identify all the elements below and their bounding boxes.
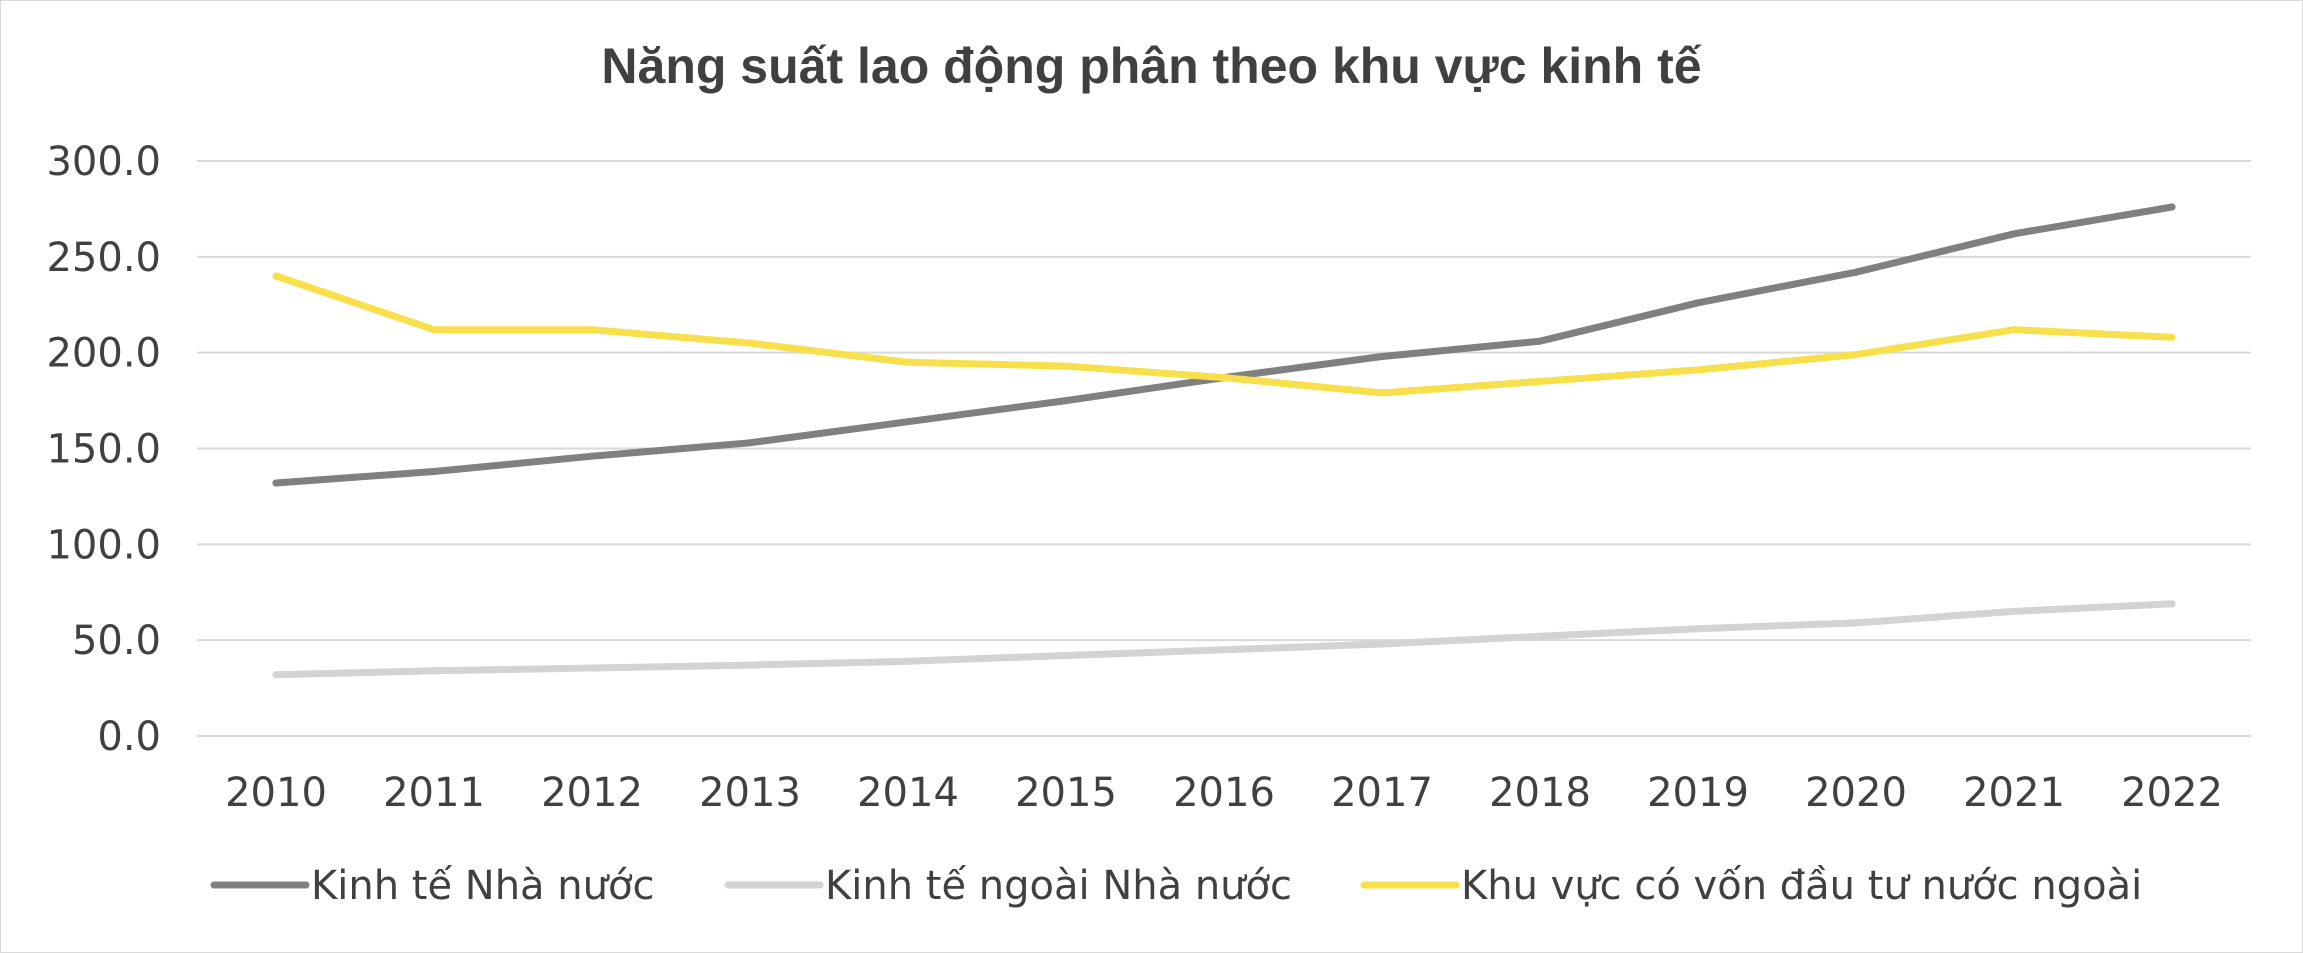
data-point xyxy=(2010,230,2018,238)
series-path xyxy=(272,203,2176,487)
data-point xyxy=(2168,600,2176,608)
data-point xyxy=(1694,299,1702,307)
data-point xyxy=(2010,326,2018,334)
legend-label: Kinh tế Nhà nước xyxy=(311,863,654,909)
data-point xyxy=(272,479,280,487)
legend-item: Kinh tế Nhà nước xyxy=(210,863,654,909)
data-point xyxy=(588,326,596,334)
data-point xyxy=(1378,640,1386,648)
series-line xyxy=(272,272,2176,397)
data-point xyxy=(1852,268,1860,276)
y-tick-label: 0.0 xyxy=(97,714,161,760)
data-point xyxy=(904,418,912,426)
data-point xyxy=(1536,632,1544,640)
data-point xyxy=(1536,377,1544,385)
data-point xyxy=(430,468,438,475)
legend-item: Kinh tế ngoài Nhà nước xyxy=(724,863,1292,909)
data-point xyxy=(430,326,438,334)
legend-item: Khu vực có vốn đầu tư nước ngoài xyxy=(1360,863,2142,909)
legend-label: Khu vực có vốn đầu tư nước ngoài xyxy=(1461,863,2142,909)
data-point xyxy=(1852,619,1860,627)
data-point xyxy=(1378,389,1386,397)
series-line xyxy=(272,203,2176,487)
data-point xyxy=(272,272,280,280)
x-tick-label: 2014 xyxy=(857,770,959,816)
y-tick-label: 100.0 xyxy=(46,522,161,568)
data-point xyxy=(746,339,754,347)
legend-label: Kinh tế ngoài Nhà nước xyxy=(825,863,1292,909)
data-point xyxy=(1062,652,1070,659)
y-tick-label: 50.0 xyxy=(72,618,161,664)
x-tick-label: 2015 xyxy=(1015,770,1117,816)
series-line xyxy=(272,600,2176,679)
x-tick-label: 2017 xyxy=(1331,770,1433,816)
data-point xyxy=(746,661,754,669)
data-point xyxy=(1852,351,1860,359)
y-tick-label: 250.0 xyxy=(46,235,161,281)
x-tick-label: 2013 xyxy=(699,770,801,816)
x-tick-label: 2018 xyxy=(1489,770,1591,816)
data-point xyxy=(2168,333,2176,341)
x-tick-label: 2021 xyxy=(1963,770,2065,816)
x-tick-label: 2022 xyxy=(2121,770,2223,816)
data-point xyxy=(1220,374,1228,382)
x-tick-label: 2012 xyxy=(541,770,643,816)
data-point xyxy=(2010,607,2018,615)
x-tick-label: 2016 xyxy=(1173,770,1275,816)
chart-title: Năng suất lao động phân theo khu vực kin… xyxy=(601,38,1702,94)
x-tick-label: 2020 xyxy=(1805,770,1907,816)
x-tick-label: 2010 xyxy=(225,770,327,816)
data-point xyxy=(1062,362,1070,370)
data-point xyxy=(1062,397,1070,405)
y-tick-label: 200.0 xyxy=(46,331,161,377)
data-point xyxy=(1220,646,1228,654)
data-point xyxy=(1378,353,1386,360)
y-tick-label: 300.0 xyxy=(46,139,161,185)
data-point xyxy=(272,671,280,679)
x-tick-label: 2011 xyxy=(383,770,485,816)
y-tick-label: 150.0 xyxy=(46,427,161,473)
data-point xyxy=(588,452,596,460)
data-point xyxy=(2168,203,2176,211)
data-point xyxy=(430,667,438,675)
data-point xyxy=(1694,366,1702,374)
data-point xyxy=(588,664,596,672)
data-point xyxy=(904,657,912,665)
data-point xyxy=(746,439,754,447)
data-point xyxy=(904,358,912,366)
data-point xyxy=(1536,337,1544,345)
data-point xyxy=(1694,625,1702,633)
x-tick-label: 2019 xyxy=(1647,770,1749,816)
